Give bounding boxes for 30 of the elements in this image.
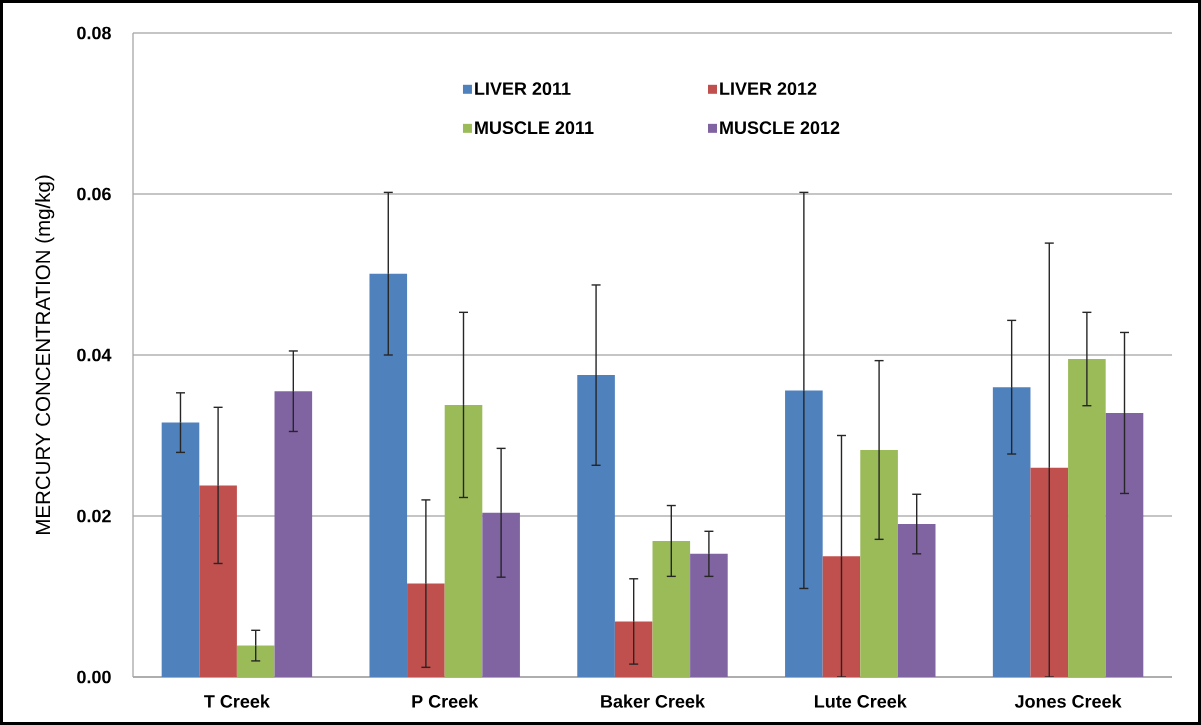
bar bbox=[161, 422, 200, 677]
bar bbox=[1068, 359, 1106, 677]
bar bbox=[992, 387, 1031, 677]
y-axis-title: MERCURY CONCENTRATION (mg/kg) bbox=[35, 175, 55, 535]
bar bbox=[199, 485, 237, 677]
y-tick-label: 0.04 bbox=[77, 348, 112, 362]
y-tick-label: 0.02 bbox=[77, 509, 111, 523]
bar bbox=[236, 645, 275, 677]
bar bbox=[369, 273, 408, 677]
x-tick-label: Baker Creek bbox=[601, 694, 706, 708]
bar bbox=[690, 553, 728, 677]
bar bbox=[444, 404, 483, 677]
bar bbox=[1105, 412, 1144, 677]
bar bbox=[897, 524, 936, 677]
x-tick-label: T Creek bbox=[204, 694, 270, 708]
x-tick-label: Lute Creek bbox=[814, 694, 907, 708]
bar bbox=[274, 391, 313, 677]
legend-label: LIVER 2011 bbox=[475, 82, 571, 96]
x-tick-label: P Creek bbox=[412, 694, 479, 708]
x-tick-label: Jones Creek bbox=[1014, 694, 1122, 708]
y-tick-label: 0.06 bbox=[77, 187, 111, 201]
bar bbox=[577, 375, 615, 677]
y-tick-label: 0.00 bbox=[77, 670, 111, 684]
bar bbox=[860, 449, 898, 677]
legend-label: LIVER 2012 bbox=[720, 82, 817, 96]
y-tick-label: 0.08 bbox=[77, 26, 111, 40]
bar bbox=[652, 540, 691, 677]
bar bbox=[482, 512, 520, 677]
legend-label: MUSCLE 2012 bbox=[720, 121, 840, 135]
legend-label: MUSCLE 2011 bbox=[475, 121, 594, 135]
